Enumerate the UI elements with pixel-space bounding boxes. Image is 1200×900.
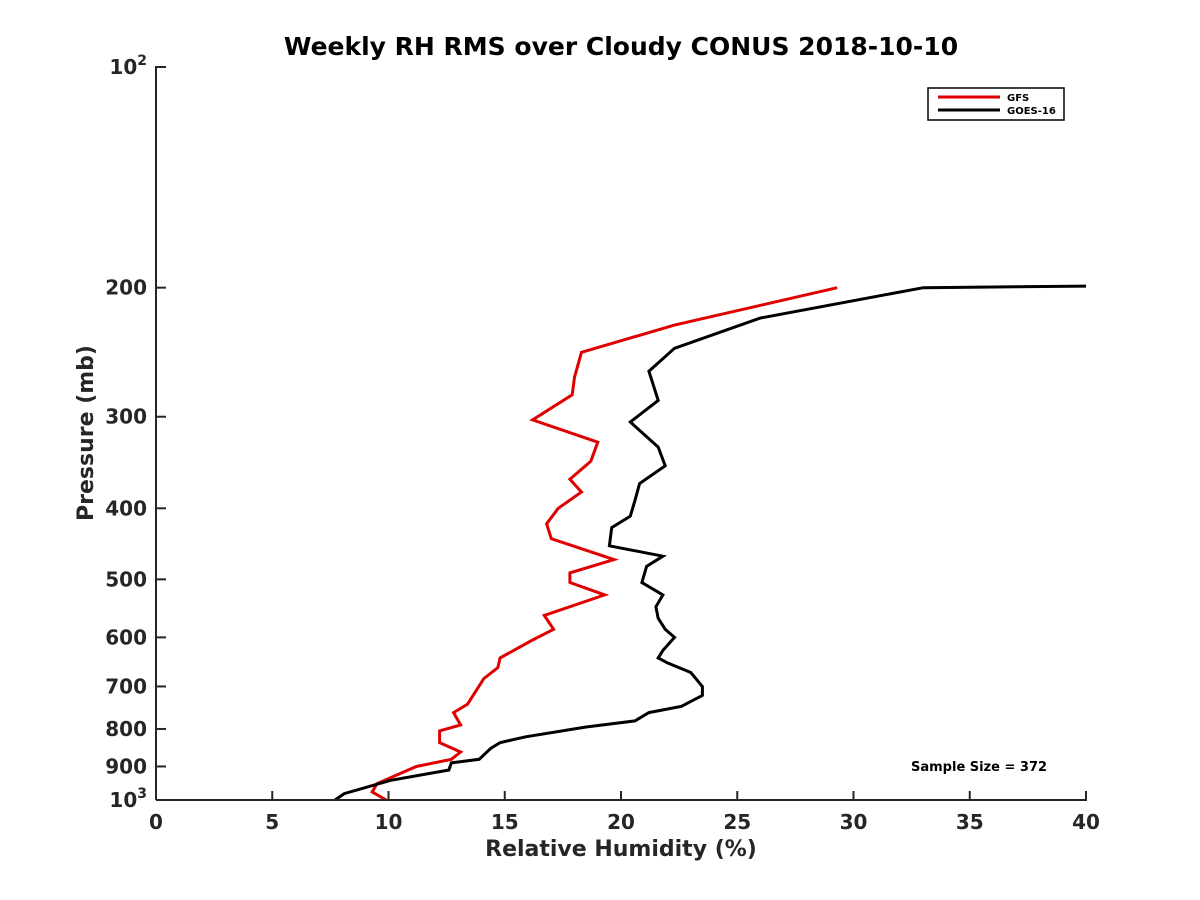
series-line-gfs [370, 286, 838, 802]
x-tick-label: 5 [265, 810, 279, 834]
y-tick-label: 200 [105, 276, 147, 300]
x-tick-label: 25 [723, 810, 751, 834]
x-axis-label: Relative Humidity (%) [485, 837, 757, 862]
y-tick-label: 600 [105, 625, 147, 649]
y-tick-label: 900 [105, 754, 147, 778]
y-tick-label: 102 [109, 53, 147, 79]
y-tick-label: 500 [105, 567, 147, 591]
y-axis-label: Pressure (mb) [74, 345, 99, 521]
y-tick-label: 103 [109, 786, 147, 812]
x-tick-label: 40 [1072, 810, 1100, 834]
legend-box [927, 87, 1065, 121]
x-tick-label: 0 [149, 810, 163, 834]
y-tick-label: 300 [105, 405, 147, 429]
x-tick-label: 30 [840, 810, 868, 834]
y-tick-label: 400 [105, 496, 147, 520]
y-tick-label: 800 [105, 717, 147, 741]
legend: GFS GOES-16 [927, 87, 1065, 121]
legend-label-gfs: GFS [1007, 93, 1029, 104]
x-tick-label: 35 [956, 810, 984, 834]
y-tick-label: 700 [105, 674, 147, 698]
series-line-goes16 [334, 284, 1087, 802]
x-axis-ticks: 0 5 10 15 20 25 30 35 40 [149, 791, 1100, 834]
x-tick-label: 10 [375, 810, 403, 834]
y-axis-ticks: 102 200 300 400 500 600 700 800 900 103 [105, 53, 166, 812]
x-tick-label: 15 [491, 810, 519, 834]
sample-size-annotation: Sample Size = 372 [911, 760, 1047, 775]
legend-label-goes16: GOES-16 [1007, 106, 1056, 117]
x-tick-label: 20 [607, 810, 635, 834]
series-layer [334, 284, 1087, 802]
chart-title: Weekly RH RMS over Cloudy CONUS 2018-10-… [284, 32, 958, 61]
